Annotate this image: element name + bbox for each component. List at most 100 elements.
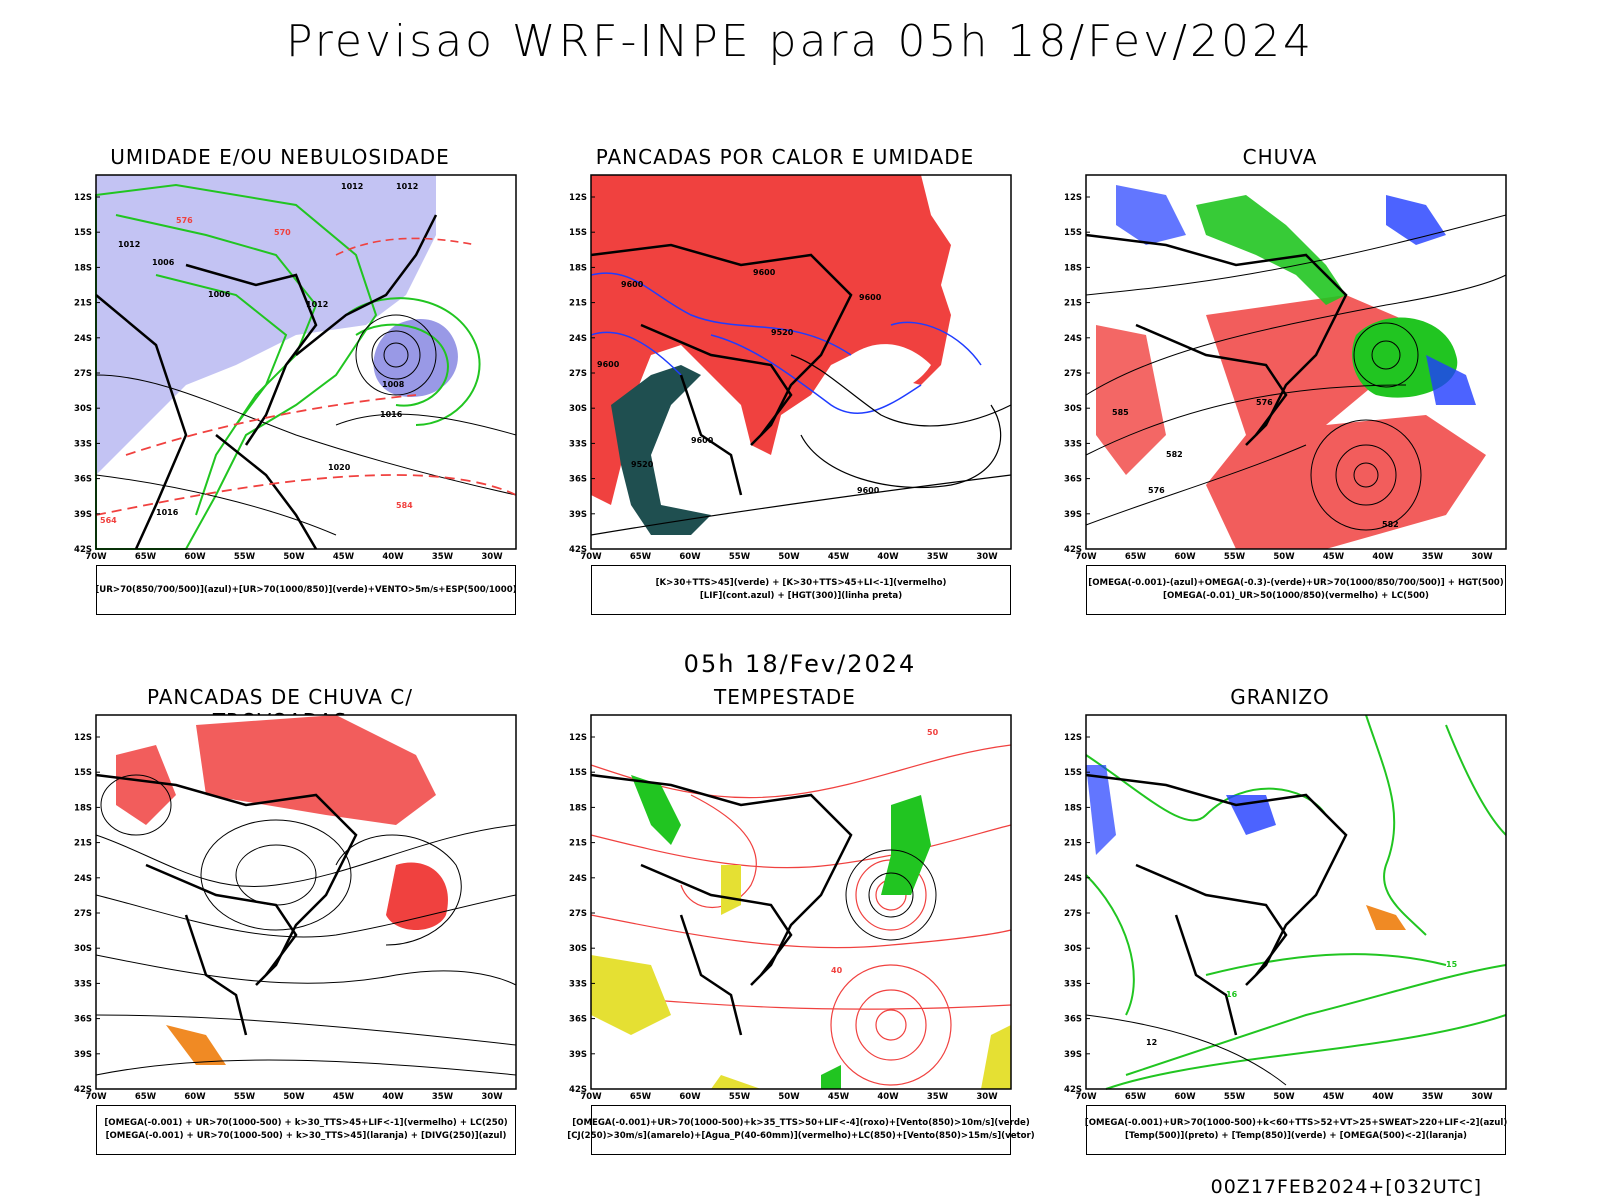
panel-caption: [K>30+TTS>45](verde) + [K>30+TTS>45+LI<-… [591,565,1011,615]
lon-tick-label: 30W [481,1092,503,1102]
lon-tick-label: 40W [382,1092,404,1102]
svg-text:1006: 1006 [152,258,175,267]
lat-tick-label: 33S [74,979,92,989]
svg-text:582: 582 [1166,450,1183,459]
lat-tick-label: 21S [74,299,92,309]
lat-tick-label: 27S [1064,369,1082,379]
lon-tick-label: 35W [1422,1092,1444,1102]
lat-tick-label: 39S [74,510,92,520]
lon-tick-label: 35W [927,1092,949,1102]
lat-tick-label: 18S [1064,803,1082,813]
lon-tick-label: 60W [679,552,701,562]
lon-tick-label: 60W [679,1092,701,1102]
svg-text:9600: 9600 [691,436,714,445]
lon-tick-label: 70W [1075,552,1097,562]
svg-text:564: 564 [100,516,117,525]
panel-caption: [OMEGA(-0.001)-(azul)+OMEGA(-0.3)-(verde… [1086,565,1506,615]
lon-tick-label: 70W [580,1092,602,1102]
lon-tick-label: 70W [1075,1092,1097,1102]
panel-chuva: CHUVA 576 582 576 582 585 12S 15S 18S 21S 24… [1030,145,1507,635]
lon-tick-label: 50W [1273,1092,1295,1102]
lat-tick-label: 39S [569,1050,587,1060]
lat-tick-label: 36S [74,475,92,485]
main-title: Previsao WRF-INPE para 05h 18/Fev/2024 [286,16,1314,67]
lat-tick-label: 18S [74,263,92,273]
svg-text:1006: 1006 [208,290,231,299]
lon-tick-label: 50W [283,1092,305,1102]
lat-tick-label: 12S [569,733,587,743]
lon-tick-label: 50W [778,1092,800,1102]
lat-tick-label: 15S [569,228,587,238]
lat-tick-label: 15S [1064,768,1082,778]
lat-tick-label: 42S [74,545,92,555]
lat-tick-label: 39S [569,510,587,520]
svg-text:1020: 1020 [328,463,351,472]
lon-tick-label: 65W [1125,1092,1147,1102]
svg-text:1012: 1012 [306,300,328,309]
svg-text:582: 582 [1382,520,1399,529]
lat-tick-label: 21S [74,839,92,849]
svg-text:1008: 1008 [382,380,405,389]
svg-text:1016: 1016 [380,410,403,419]
lon-tick-label: 55W [234,1092,256,1102]
lat-tick-label: 12S [1064,733,1082,743]
lon-tick-label: 35W [432,1092,454,1102]
lon-tick-label: 60W [184,1092,206,1102]
panel-caption: [UR>70(850/700/500)](azul)+[UR>70(1000/8… [95,565,517,615]
lat-tick-label: 12S [74,733,92,743]
lon-tick-label: 55W [729,552,751,562]
lat-tick-label: 12S [1064,193,1082,203]
lat-tick-label: 30S [569,944,587,954]
svg-text:576: 576 [1256,398,1273,407]
map-tempestade: 40 50 12S 15S 18S 21S 24S 27S 30S 33S 36S 39S 42S7… [569,714,1012,1102]
lat-tick-label: 42S [1064,545,1082,555]
svg-text:9600: 9600 [621,280,644,289]
panel-pancadas-calor: PANCADAS POR CALOR E UMIDADE 9600 9600 9… [535,145,1012,635]
panel-title: CHUVA [1242,145,1318,169]
lon-tick-label: 55W [234,552,256,562]
lat-tick-label: 24S [1064,334,1082,344]
lat-tick-label: 15S [74,768,92,778]
lat-tick-label: 42S [569,545,587,555]
lon-tick-label: 40W [1372,552,1394,562]
lat-tick-label: 33S [74,439,92,449]
lon-tick-label: 65W [135,552,157,562]
panel-caption: [OMEGA(-0.001)+UR>70(1000-500)+k<60+TTS>… [1085,1105,1507,1155]
lat-tick-label: 24S [569,874,587,884]
lon-tick-label: 35W [1422,552,1444,562]
map-granizo: 12 15 16 12S 15S 18S 21S 24S 27S 30S 33S 36S 39S 4… [1064,714,1507,1102]
svg-text:9600: 9600 [753,268,776,277]
svg-text:9600: 9600 [857,486,880,495]
lon-tick-label: 60W [1174,1092,1196,1102]
lat-tick-label: 36S [74,1015,92,1025]
lat-tick-label: 12S [569,193,587,203]
svg-text:15: 15 [1446,960,1458,969]
svg-text:1012: 1012 [341,182,363,191]
lat-tick-label: 27S [569,909,587,919]
svg-text:12: 12 [1146,1038,1157,1047]
lat-tick-label: 42S [569,1085,587,1095]
svg-text:584: 584 [396,501,413,510]
lon-tick-label: 55W [729,1092,751,1102]
lat-tick-label: 42S [1064,1085,1082,1095]
lon-tick-label: 45W [333,1092,355,1102]
lat-tick-label: 15S [569,768,587,778]
lat-tick-label: 21S [569,299,587,309]
lon-tick-label: 50W [1273,552,1295,562]
lat-tick-label: 30S [74,944,92,954]
lon-tick-label: 65W [630,1092,652,1102]
lat-tick-label: 30S [1064,404,1082,414]
lat-tick-label: 15S [74,228,92,238]
svg-text:9600: 9600 [597,360,620,369]
lat-tick-label: 21S [1064,299,1082,309]
panel-caption: [OMEGA(-0.001)+UR>70(1000-500)+k>35_TTS>… [567,1105,1035,1155]
lon-tick-label: 30W [976,1092,998,1102]
lon-tick-label: 60W [1174,552,1196,562]
lon-tick-label: 40W [382,552,404,562]
lon-tick-label: 55W [1224,1092,1246,1102]
lat-tick-label: 39S [1064,510,1082,520]
svg-text:1016: 1016 [156,508,179,517]
lon-tick-label: 30W [1471,1092,1493,1102]
lon-tick-label: 45W [828,1092,850,1102]
